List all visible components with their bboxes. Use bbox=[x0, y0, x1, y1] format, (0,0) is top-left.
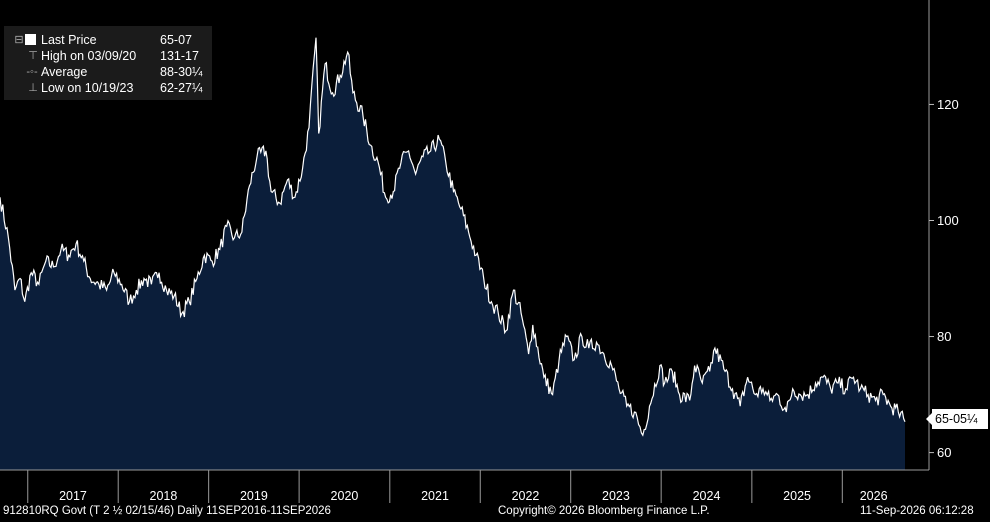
y-axis: 60 80 100 120 bbox=[929, 97, 959, 460]
x-axis: 2017 2018 2019 2020 2021 2022 2023 2024 2025 2026 bbox=[27, 470, 888, 503]
average-marker-icon: -◦- bbox=[26, 66, 38, 78]
y-tick-label: 60 bbox=[937, 445, 951, 460]
price-area bbox=[0, 37, 905, 470]
x-tick-label: 2022 bbox=[512, 489, 540, 503]
legend-average: -◦- Average 88-30¼ bbox=[4, 64, 212, 80]
y-tick-label: 120 bbox=[937, 97, 959, 112]
x-tick-label: 2017 bbox=[59, 489, 87, 503]
legend-last-price-value: 65-07 bbox=[160, 33, 192, 47]
legend-high-label: High on 03/09/20 bbox=[41, 49, 137, 63]
last-price-badge: 65-05¼ bbox=[926, 409, 988, 429]
x-tick-label: 2019 bbox=[240, 489, 268, 503]
chart-legend: ⊟ Last Price 65-07 ⊤ High on 03/09/20 13… bbox=[4, 26, 212, 100]
copyright-text: Copyright© 2026 Bloomberg Finance L.P. bbox=[498, 505, 710, 517]
legend-high-value: 131-17 bbox=[160, 49, 199, 63]
y-tick-label: 80 bbox=[937, 329, 951, 344]
x-tick-label: 2025 bbox=[783, 489, 811, 503]
price-line bbox=[0, 37, 906, 437]
legend-high: ⊤ High on 03/09/20 131-17 bbox=[4, 48, 212, 64]
x-tick-label: 2026 bbox=[860, 489, 888, 503]
legend-last-price: ⊟ Last Price 65-07 bbox=[4, 32, 212, 48]
x-tick-label: 2024 bbox=[693, 489, 721, 503]
legend-low-label: Low on 10/19/23 bbox=[41, 81, 134, 95]
legend-low: ⊥ Low on 10/19/23 62-27¼ bbox=[4, 80, 212, 96]
timestamp: 11-Sep-2026 06:12:28 bbox=[860, 505, 974, 517]
collapse-icon: ⊟ bbox=[14, 34, 24, 46]
legend-average-label: Average bbox=[41, 65, 88, 79]
legend-average-value: 88-30¼ bbox=[160, 65, 203, 79]
low-marker-icon: ⊥ bbox=[28, 82, 38, 94]
legend-low-value: 62-27¼ bbox=[160, 81, 203, 95]
high-marker-icon: ⊤ bbox=[28, 50, 38, 62]
x-tick-label: 2023 bbox=[602, 489, 630, 503]
last-price-swatch bbox=[25, 34, 36, 45]
x-tick-label: 2020 bbox=[331, 489, 359, 503]
legend-last-price-label: Last Price bbox=[41, 33, 97, 47]
x-tick-label: 2021 bbox=[421, 489, 449, 503]
x-tick-label: 2018 bbox=[150, 489, 178, 503]
y-tick-label: 100 bbox=[937, 213, 959, 228]
security-description: 912810RQ Govt (T 2 ½ 02/15/46) Daily 11S… bbox=[3, 505, 331, 517]
